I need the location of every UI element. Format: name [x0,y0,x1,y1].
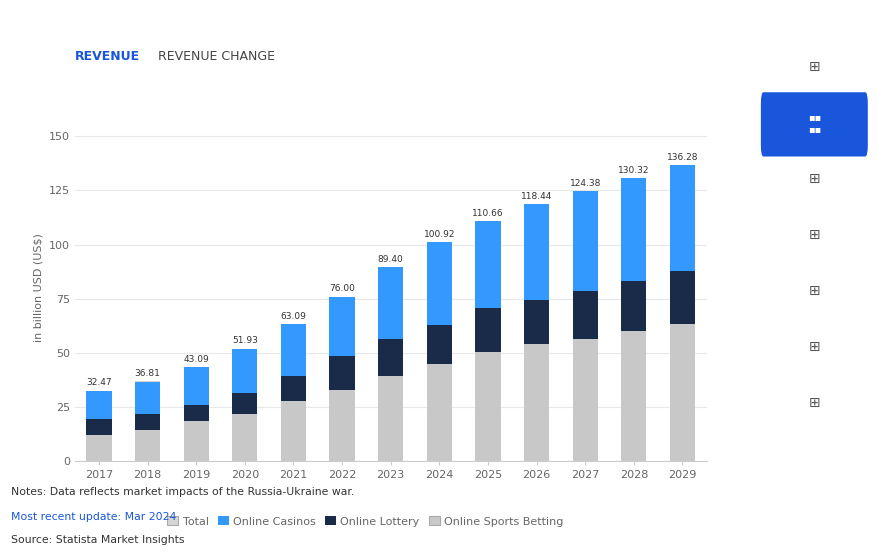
Bar [281,400,306,461]
Text: 100.92: 100.92 [423,230,454,239]
Bar [183,421,209,461]
Bar [329,296,354,461]
Bar [281,324,306,376]
Text: 89.40: 89.40 [377,254,403,264]
Bar [621,331,645,461]
Bar [378,267,403,339]
Bar [572,192,597,461]
Bar [621,281,645,331]
Bar [621,179,645,461]
Bar [378,376,403,461]
Bar [135,382,160,414]
Text: ⊞: ⊞ [808,283,819,298]
Bar [135,430,160,461]
Bar [524,344,549,461]
Bar [378,339,403,376]
Bar [329,356,354,390]
Bar [183,367,209,405]
Bar [669,324,695,461]
Bar [329,390,354,461]
Text: 32.47: 32.47 [86,378,111,387]
Legend: Total, Online Casinos, Online Lottery, Online Sports Betting: Total, Online Casinos, Online Lottery, O… [162,512,567,531]
Bar [572,291,597,339]
Text: 36.81: 36.81 [134,368,160,377]
Bar [86,391,111,419]
Bar [232,349,257,393]
Text: 130.32: 130.32 [617,166,649,175]
Bar [232,414,257,461]
Text: 110.66: 110.66 [472,209,503,217]
Text: Most recent update: Mar 2024: Most recent update: Mar 2024 [11,512,176,522]
Bar [524,205,549,461]
Bar [86,435,111,461]
Text: REVENUE CHANGE: REVENUE CHANGE [158,50,275,63]
Text: ⊞: ⊞ [808,60,819,74]
Text: REVENUE: REVENUE [75,50,139,63]
Bar [474,309,500,352]
Bar [669,166,695,461]
FancyBboxPatch shape [760,92,866,157]
Bar [572,192,597,291]
Text: ⊞: ⊞ [808,339,819,354]
Bar [426,243,452,325]
Text: ▪▪
▪▪: ▪▪ ▪▪ [807,112,820,134]
Text: Source: Statista Market Insights: Source: Statista Market Insights [11,536,185,546]
Bar [474,221,500,461]
Text: Notes: Data reflects market impacts of the Russia-Ukraine war.: Notes: Data reflects market impacts of t… [11,487,354,497]
Text: 43.09: 43.09 [183,355,209,364]
Bar [669,165,695,271]
Text: 118.44: 118.44 [520,192,552,201]
Text: 76.00: 76.00 [329,283,354,293]
Bar [621,178,645,281]
Bar [86,391,111,461]
Bar [183,405,209,421]
Bar [232,393,257,414]
Bar [669,271,695,324]
Bar [572,339,597,461]
Text: 51.93: 51.93 [232,336,258,345]
Bar [281,325,306,461]
Bar [474,352,500,461]
Text: 136.28: 136.28 [666,153,697,162]
Bar [426,325,452,364]
Bar [232,349,257,461]
Text: 124.38: 124.38 [569,179,600,188]
Bar [183,368,209,461]
Bar [378,268,403,461]
Bar [281,376,306,400]
Bar [524,205,549,300]
Bar [135,414,160,430]
Bar [329,296,354,356]
Bar [135,381,160,461]
Bar [524,300,549,344]
Bar [86,419,111,435]
Text: ⊞: ⊞ [808,395,819,410]
Bar [426,364,452,461]
Text: ⊞: ⊞ [808,228,819,242]
Text: ⊞: ⊞ [808,172,819,186]
Bar [426,243,452,461]
Text: 63.09: 63.09 [280,311,306,321]
Bar [474,221,500,309]
Y-axis label: in billion USD (US$): in billion USD (US$) [33,234,43,342]
